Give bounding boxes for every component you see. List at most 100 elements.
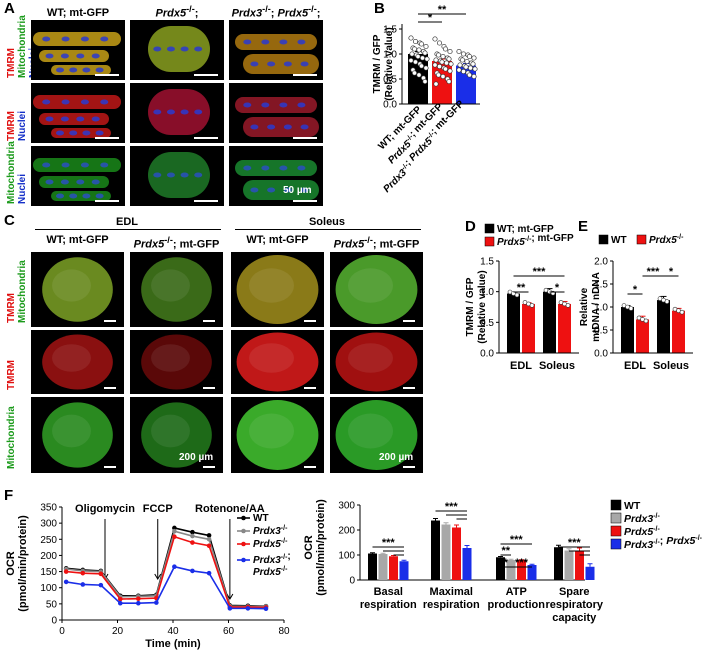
row-label-part: Mitochondria: [6, 406, 17, 469]
bar: [399, 561, 409, 580]
column-title-c: WT; mt-GFP: [46, 234, 109, 246]
legend-marker: [241, 541, 246, 547]
nucleus: [261, 39, 270, 45]
data-point: [436, 63, 443, 70]
muscle-section-tile: [231, 252, 324, 327]
series-line: [66, 530, 266, 608]
gene-name: Prdx3: [253, 526, 281, 537]
nucleus: [76, 53, 85, 59]
fiber: [235, 34, 317, 50]
fiber: [33, 95, 121, 109]
data-point: [411, 46, 418, 52]
nucleus: [194, 109, 203, 115]
category-label: EDL: [624, 360, 646, 372]
series-point: [172, 534, 177, 540]
y-tick-label: 300: [338, 501, 355, 512]
y-tick-label: 1.0: [480, 287, 494, 298]
genotype-superscript: -/-: [653, 513, 660, 520]
y-axis-label-line: (pmol/min/protein): [315, 499, 327, 596]
nucleus: [91, 179, 100, 185]
data-point: [446, 78, 452, 85]
data-point: [432, 62, 438, 68]
nucleus: [61, 99, 70, 105]
data-point: [435, 52, 442, 58]
genotype-superscript: -/-: [653, 539, 660, 546]
series-point: [190, 568, 195, 574]
data-point: [411, 70, 418, 76]
micrograph-tile: [229, 20, 323, 80]
fiber: [51, 65, 111, 75]
micrograph-tile: [130, 20, 224, 80]
section-highlight: [151, 414, 190, 448]
category-label: ATP production: [488, 586, 546, 611]
gene-name: Prdx5: [649, 235, 677, 246]
nucleus: [297, 102, 306, 108]
micrograph-image: [235, 34, 319, 74]
genotype-superscript: -/-: [677, 234, 684, 241]
muscle-cross-section: [335, 255, 418, 324]
series-line: [66, 565, 266, 610]
nucleus: [42, 162, 51, 168]
data-point: [432, 36, 438, 42]
genotype-superscript: -/-: [281, 525, 288, 532]
data-point: [436, 40, 443, 46]
y-axis-label: TMRM / GFP(Relative value): [465, 270, 488, 343]
nucleus: [180, 109, 189, 115]
muscle-cross-section: [42, 257, 113, 322]
significance-label: ***: [647, 266, 661, 278]
data-point: [442, 66, 449, 72]
series-point: [98, 582, 104, 588]
muscle-cross-section: [236, 255, 319, 324]
injection-label: Rotenone/AA: [195, 503, 265, 515]
nucleus: [166, 109, 175, 115]
fiber: [243, 180, 319, 200]
nucleus: [69, 130, 78, 136]
data-point: [643, 318, 649, 324]
data-point: [412, 38, 419, 45]
muscle-cross-section: [236, 332, 319, 392]
significance-label: ***: [515, 557, 529, 569]
bar: [496, 557, 505, 580]
series-point: [206, 543, 212, 549]
nucleus: [243, 39, 252, 45]
row-label-a: TMRM Nuclei: [6, 111, 28, 141]
nucleus: [45, 179, 54, 185]
micrograph-image: [235, 97, 319, 137]
bar: [431, 520, 440, 580]
section-highlight: [347, 413, 394, 449]
muscle-cross-section: [141, 402, 212, 468]
y-axis-label-line: OCR: [5, 551, 17, 576]
y-axis-label: OCR(pmol/min/protein): [303, 499, 327, 596]
nucleus: [42, 36, 51, 42]
data-point: [416, 72, 422, 78]
panel-letter-a: A: [4, 0, 15, 17]
series-point: [80, 570, 86, 576]
y-axis-label-line: OCR: [303, 535, 315, 560]
nucleus: [82, 130, 91, 136]
data-point: [440, 53, 446, 60]
x-tick-label: 20: [112, 626, 124, 637]
gene-name: Prdx5: [666, 535, 695, 547]
category-label-line: ATP: [506, 586, 527, 598]
gene-name: Prdx3: [624, 539, 653, 551]
row-label-c: TMRM Mitochondria: [6, 260, 28, 323]
nucleus: [91, 116, 100, 122]
category-label: Prdx3-/-; Prdx5-/-; mt-GFP: [376, 98, 472, 194]
y-tick-label: 0: [349, 576, 355, 587]
nucleus: [153, 109, 162, 115]
y-tick-label: 150: [40, 567, 57, 578]
muscle-cross-section: [236, 400, 319, 470]
nucleus: [261, 165, 270, 171]
y-tick-label: 0.5: [383, 75, 397, 86]
y-axis-label-line: TMRM / GFP: [465, 277, 476, 336]
y-axis-label: TMRM / GFP(Relative value): [372, 27, 395, 100]
y-tick-label: 350: [40, 503, 57, 514]
gene-name: Prdx3: [624, 513, 653, 525]
series-point: [206, 570, 212, 576]
nucleus: [153, 172, 162, 178]
row-label-part: Nuclei: [17, 110, 28, 141]
y-tick-label: 1.5: [594, 280, 608, 291]
y-tick-label: 2.0: [594, 257, 608, 268]
data-point: [418, 63, 425, 69]
significance-label: *: [669, 266, 674, 278]
